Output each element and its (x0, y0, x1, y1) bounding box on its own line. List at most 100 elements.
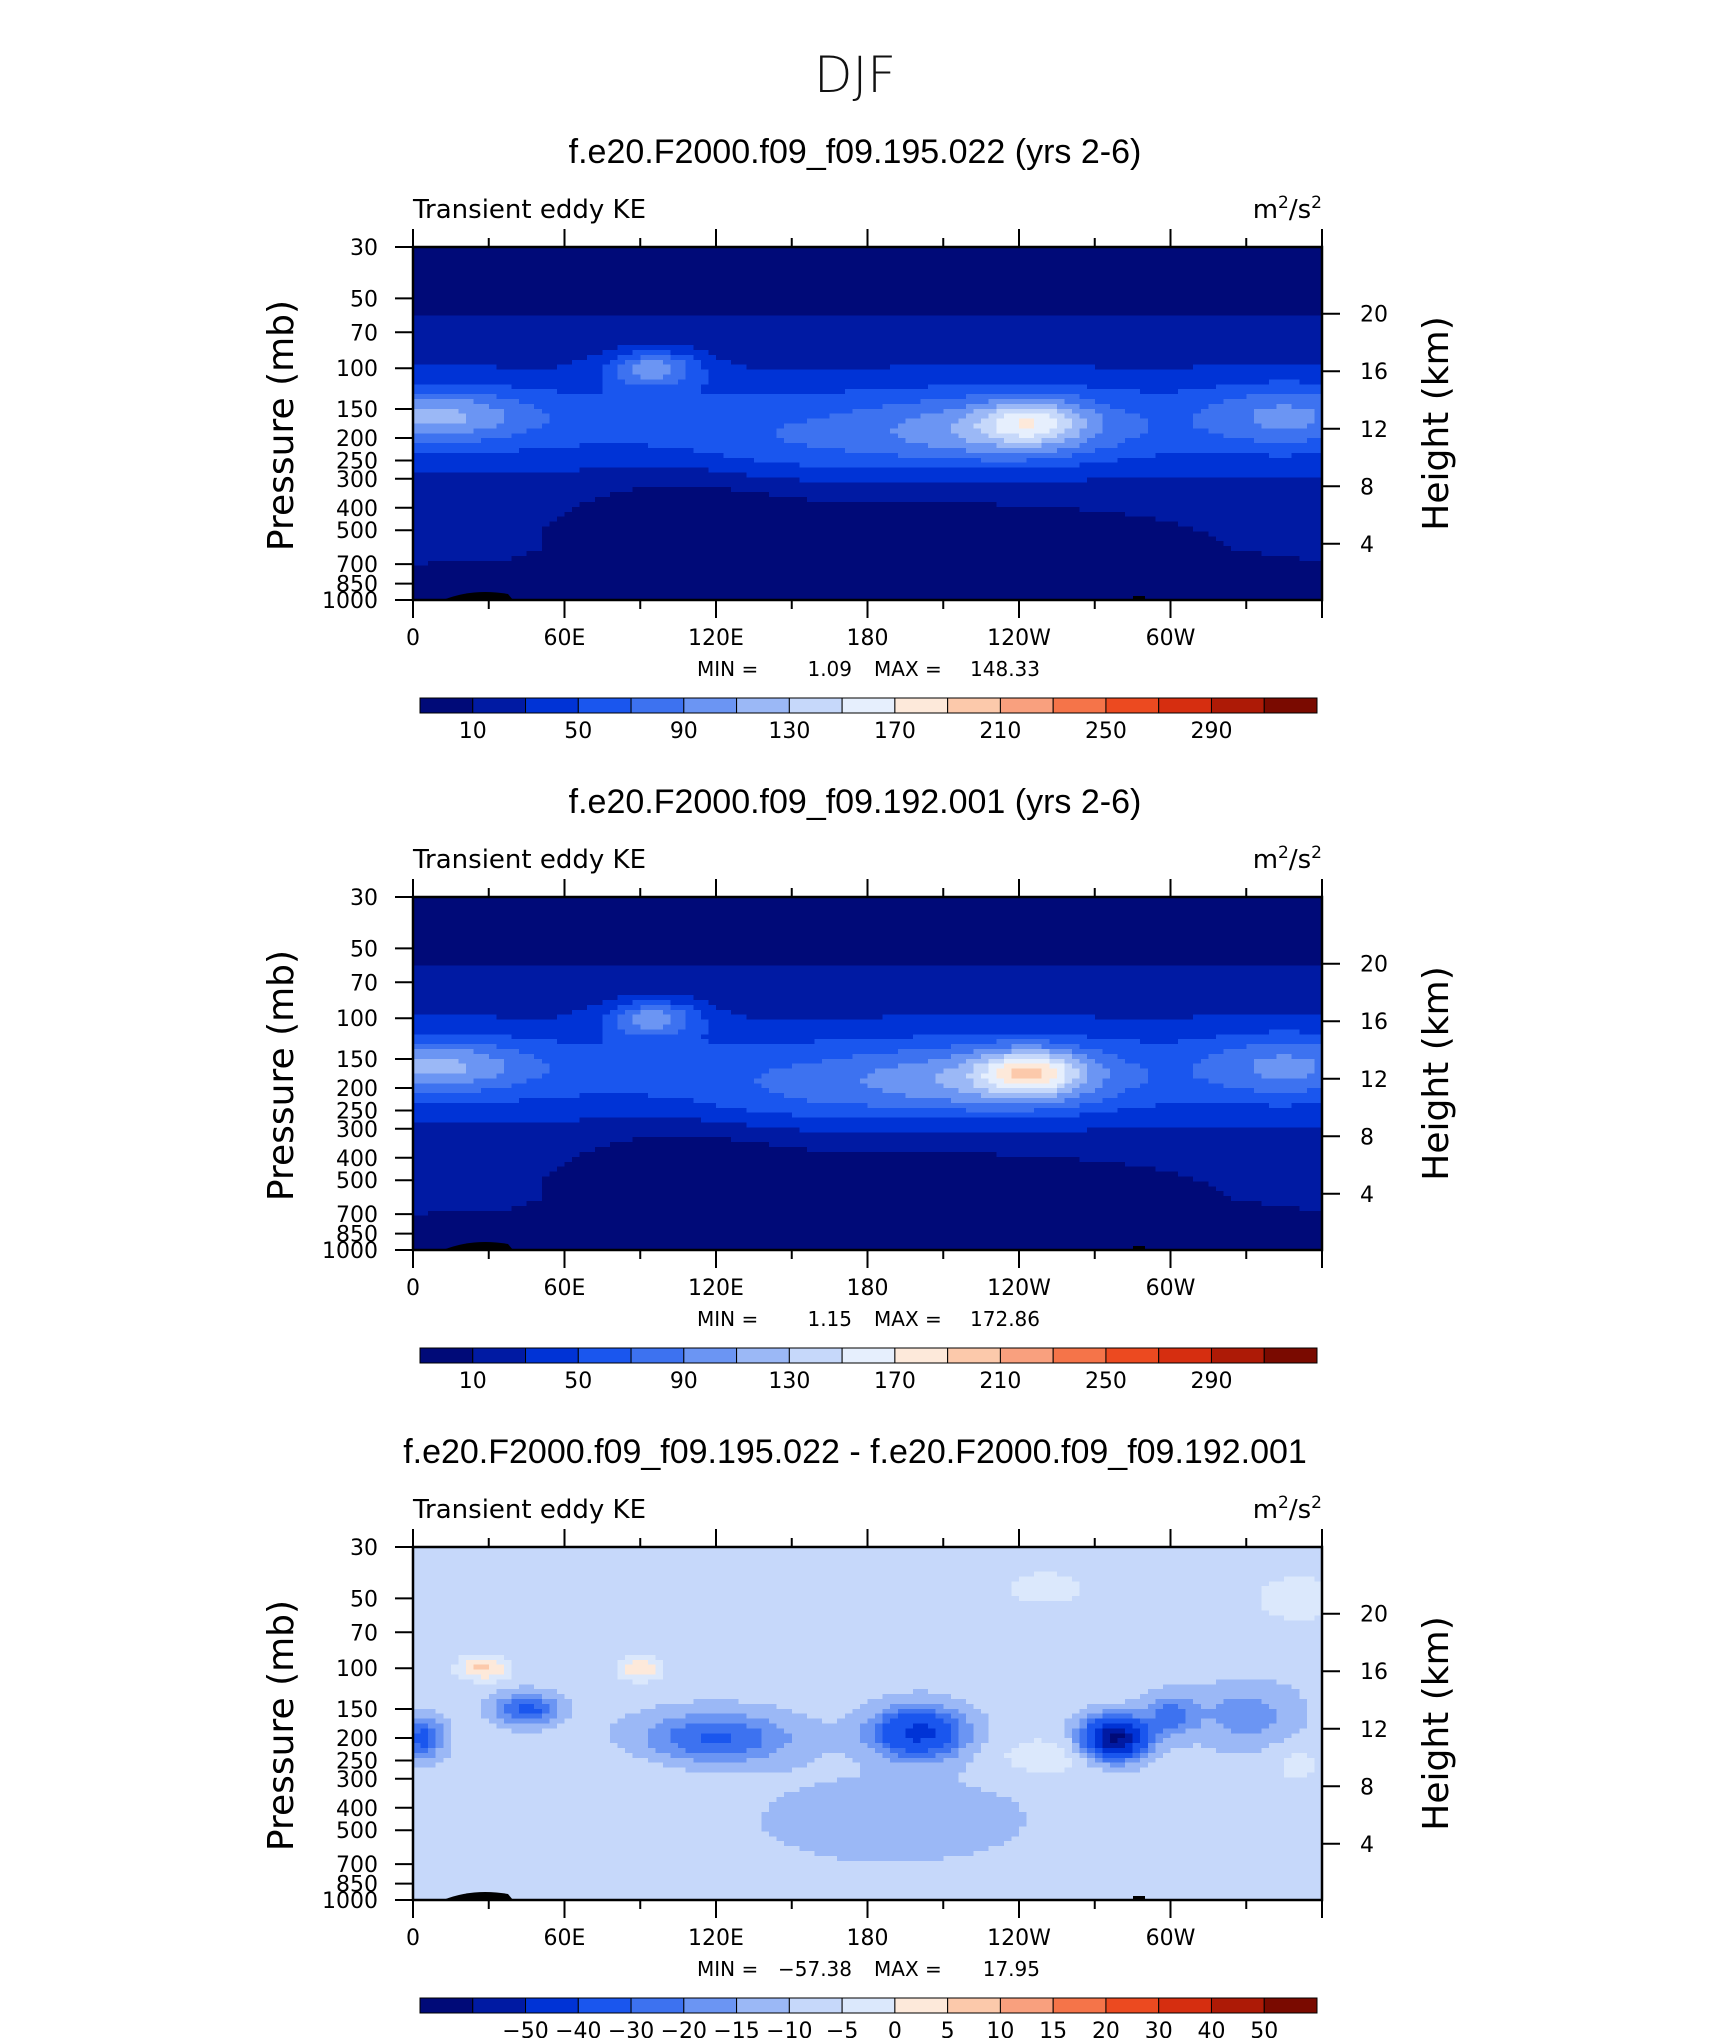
contour-cell (958, 1723, 975, 1729)
contour-cell (1147, 1738, 1156, 1744)
contour-cell (1125, 511, 1323, 518)
y-right-tick-label: 8 (1360, 1125, 1374, 1150)
contour-cell (1132, 1748, 1141, 1754)
contour-cell (413, 1649, 1323, 1656)
contour-cell (1314, 1068, 1323, 1075)
contour-cell (806, 1098, 952, 1104)
contour-cell (958, 1063, 975, 1070)
contour-cell (625, 1009, 641, 1016)
contour-cell (1056, 418, 1073, 425)
y-axis-right: 20 16 12 8 4 Height (km) (1322, 303, 1457, 558)
contour-cell (1034, 1571, 1058, 1578)
y-tick-label: 700 (336, 1203, 378, 1228)
contour-cell (428, 1748, 437, 1754)
colorbar-box (419, 697, 474, 714)
contour-cell (700, 384, 929, 390)
variable-label: Transient eddy KE (412, 1495, 646, 1525)
contour-cell (1102, 1752, 1134, 1759)
contour-cell (837, 1855, 944, 1862)
contour-cell (685, 359, 702, 366)
contour-cell (973, 1048, 1013, 1055)
contour-cell (496, 1044, 952, 1050)
contour-cell (549, 1708, 558, 1715)
contour-cell (435, 1738, 444, 1744)
units-base: m (1253, 195, 1278, 225)
contour-cell (965, 1782, 1323, 1788)
contour-cell (647, 1679, 1217, 1685)
contour-cell (617, 345, 694, 351)
contour-cell (1079, 1752, 1088, 1759)
colorbar-box (894, 1347, 949, 1364)
contour-cell (662, 1669, 1323, 1676)
contour-cell (988, 413, 1005, 420)
contour-cell (413, 1654, 460, 1661)
contour-cell (685, 1009, 702, 1016)
contour-cell (541, 1708, 550, 1715)
contour-cell (882, 1743, 891, 1749)
contour-cell (413, 1792, 785, 1798)
contour-cell (496, 1014, 558, 1021)
contour-cell (413, 946, 1323, 952)
contour-cell (769, 1718, 823, 1725)
contour-cell (996, 1151, 1323, 1158)
contour-cell (1306, 1703, 1323, 1710)
contour-cell (1102, 1757, 1126, 1764)
y-tick-label: 400 (336, 1147, 378, 1172)
contour-cell (897, 1063, 959, 1070)
contour-cell (806, 1713, 846, 1720)
contour-cell (617, 1004, 641, 1011)
contour-cell (670, 1738, 702, 1744)
contour-cell (1193, 1176, 1323, 1182)
contour-cell (413, 1703, 482, 1710)
contour-cell (973, 1723, 990, 1729)
contour-cell (1314, 1058, 1323, 1065)
contour-cell (897, 1048, 975, 1055)
contour-cell (1208, 1053, 1278, 1060)
contour-cell (579, 467, 710, 474)
contour-cell (496, 1723, 558, 1729)
colorbar-box (683, 697, 738, 714)
contour-cell (413, 1841, 785, 1847)
contour-cell (1155, 1698, 1194, 1705)
contour-cell (958, 1777, 1323, 1783)
contour-cell (503, 1068, 550, 1075)
contour-cell (965, 1698, 1126, 1705)
contour-cell (1064, 1083, 1081, 1089)
contour-cell (413, 492, 611, 498)
contour-cell (1072, 1738, 1081, 1744)
contour-cell (988, 433, 1020, 439)
x-tick-label: 60E (544, 1276, 586, 1301)
contour-cell (443, 1743, 452, 1749)
contour-cell (413, 1645, 1323, 1651)
contour-cell (481, 1713, 497, 1720)
contour-cell (769, 492, 1323, 498)
contour-cell (1291, 403, 1323, 410)
contour-cell (1306, 423, 1323, 429)
contour-cell (761, 1816, 1028, 1823)
contour-cell (700, 1733, 732, 1739)
contour-cell (950, 1733, 960, 1739)
contour-cell (859, 1728, 876, 1734)
contour-cell (413, 1811, 763, 1818)
contour-cell (996, 1792, 1323, 1798)
colorbar-label: 30 (1145, 2019, 1173, 2038)
contour-cell (988, 1733, 1066, 1739)
contour-cell (640, 1024, 664, 1030)
contour-cell (844, 1713, 876, 1720)
contour-cell (1125, 1728, 1141, 1734)
contour-cell (413, 1821, 763, 1828)
contour-cell (413, 526, 543, 532)
y-tick-label: 400 (336, 497, 378, 522)
contour-cell (413, 936, 1323, 942)
contour-cell (1200, 1723, 1225, 1729)
contour-cell (435, 1728, 444, 1734)
contour-cell (1056, 433, 1081, 439)
contour-cell (1087, 418, 1103, 425)
contour-cell (519, 1098, 694, 1104)
contour-cell (413, 1181, 543, 1187)
contour-cell (996, 428, 1050, 434)
contour-cell (413, 1205, 513, 1212)
contour-cell (413, 320, 1323, 327)
contour-cell (1208, 1078, 1323, 1084)
contour-cell (1072, 1762, 1088, 1769)
